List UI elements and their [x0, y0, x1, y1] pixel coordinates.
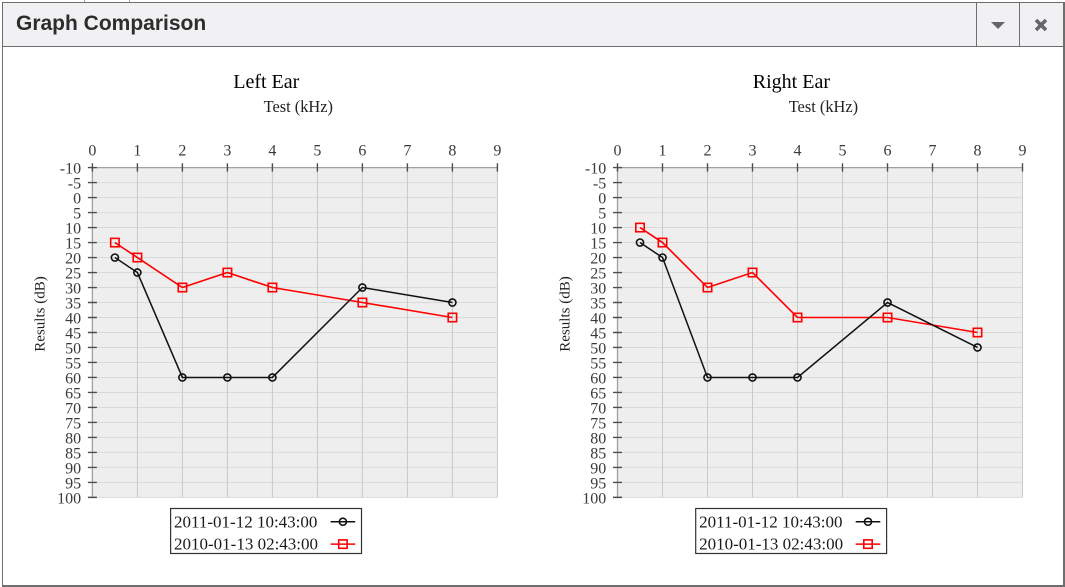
- svg-text:20: 20: [65, 251, 81, 268]
- svg-text:65: 65: [590, 385, 606, 402]
- svg-text:50: 50: [65, 340, 81, 357]
- svg-text:15: 15: [65, 236, 81, 253]
- svg-text:2010-01-13 02:43:00: 2010-01-13 02:43:00: [699, 535, 843, 554]
- svg-text:Right Ear: Right Ear: [753, 71, 831, 93]
- svg-text:80: 80: [590, 430, 606, 447]
- svg-text:40: 40: [65, 311, 81, 328]
- svg-text:60: 60: [590, 370, 606, 387]
- svg-text:25: 25: [65, 266, 81, 283]
- svg-text:25: 25: [590, 266, 606, 283]
- svg-text:1: 1: [133, 143, 141, 160]
- svg-text:10: 10: [590, 221, 606, 238]
- svg-text:90: 90: [65, 460, 81, 477]
- svg-text:80: 80: [65, 430, 81, 447]
- svg-text:-5: -5: [593, 176, 606, 193]
- svg-text:2011-01-12 10:43:00: 2011-01-12 10:43:00: [699, 512, 842, 531]
- svg-text:4: 4: [794, 143, 802, 160]
- svg-text:100: 100: [582, 490, 606, 507]
- svg-text:0: 0: [614, 143, 622, 160]
- svg-text:45: 45: [590, 325, 606, 342]
- svg-text:Left Ear: Left Ear: [233, 71, 299, 93]
- svg-text:0: 0: [88, 143, 96, 160]
- svg-text:30: 30: [65, 281, 81, 298]
- svg-text:100: 100: [57, 490, 81, 507]
- svg-text:70: 70: [65, 400, 81, 417]
- svg-text:65: 65: [65, 385, 81, 402]
- svg-text:70: 70: [590, 400, 606, 417]
- svg-text:30: 30: [590, 281, 606, 298]
- svg-text:Test (kHz): Test (kHz): [264, 97, 333, 116]
- svg-text:5: 5: [598, 206, 606, 223]
- svg-text:3: 3: [223, 143, 231, 160]
- svg-text:1: 1: [659, 143, 667, 160]
- svg-text:2: 2: [178, 143, 186, 160]
- svg-text:75: 75: [590, 415, 606, 432]
- svg-text:4: 4: [268, 143, 276, 160]
- svg-text:9: 9: [1019, 143, 1027, 160]
- svg-text:60: 60: [65, 370, 81, 387]
- svg-text:7: 7: [929, 143, 937, 160]
- svg-text:7: 7: [403, 143, 411, 160]
- svg-text:20: 20: [590, 251, 606, 268]
- svg-text:15: 15: [590, 236, 606, 253]
- svg-text:35: 35: [65, 296, 81, 313]
- svg-text:Results (dB): Results (dB): [33, 276, 49, 351]
- svg-text:75: 75: [65, 415, 81, 432]
- svg-text:-10: -10: [60, 161, 81, 178]
- svg-text:6: 6: [884, 143, 892, 160]
- svg-text:2010-01-13 02:43:00: 2010-01-13 02:43:00: [174, 535, 318, 554]
- svg-text:5: 5: [73, 206, 81, 223]
- svg-text:9: 9: [493, 143, 501, 160]
- svg-text:55: 55: [590, 355, 606, 372]
- svg-text:5: 5: [313, 143, 321, 160]
- svg-text:2: 2: [704, 143, 712, 160]
- svg-text:8: 8: [448, 143, 456, 160]
- svg-text:95: 95: [590, 475, 606, 492]
- svg-text:5: 5: [839, 143, 847, 160]
- svg-text:Results (dB): Results (dB): [558, 276, 574, 351]
- svg-text:0: 0: [598, 191, 606, 208]
- svg-text:85: 85: [65, 445, 81, 462]
- svg-text:50: 50: [590, 340, 606, 357]
- svg-text:-5: -5: [68, 176, 81, 193]
- svg-text:55: 55: [65, 355, 81, 372]
- svg-text:0: 0: [73, 191, 81, 208]
- svg-text:3: 3: [749, 143, 757, 160]
- svg-text:40: 40: [590, 311, 606, 328]
- svg-text:90: 90: [590, 460, 606, 477]
- svg-text:85: 85: [590, 445, 606, 462]
- svg-text:95: 95: [65, 475, 81, 492]
- svg-text:35: 35: [590, 296, 606, 313]
- svg-text:45: 45: [65, 325, 81, 342]
- svg-text:2011-01-12 10:43:00: 2011-01-12 10:43:00: [174, 512, 317, 531]
- svg-text:Test (kHz): Test (kHz): [789, 97, 858, 116]
- svg-text:6: 6: [358, 143, 366, 160]
- svg-text:10: 10: [65, 221, 81, 238]
- svg-text:8: 8: [974, 143, 982, 160]
- svg-text:-10: -10: [585, 161, 606, 178]
